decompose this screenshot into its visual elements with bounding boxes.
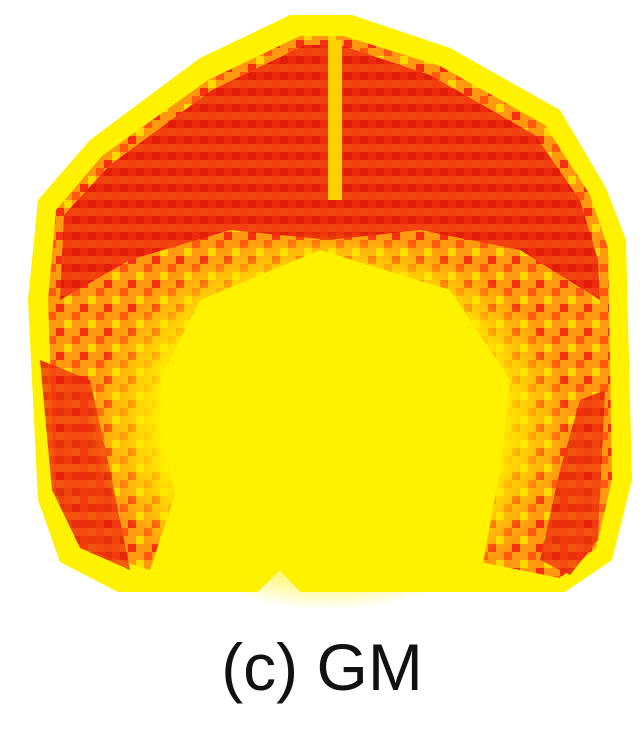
- cortex-red-lower: [40, 360, 605, 575]
- midline: [328, 40, 342, 200]
- brain-map: [28, 15, 632, 610]
- caption: (c) GM: [221, 630, 423, 704]
- core-fill: [160, 250, 510, 590]
